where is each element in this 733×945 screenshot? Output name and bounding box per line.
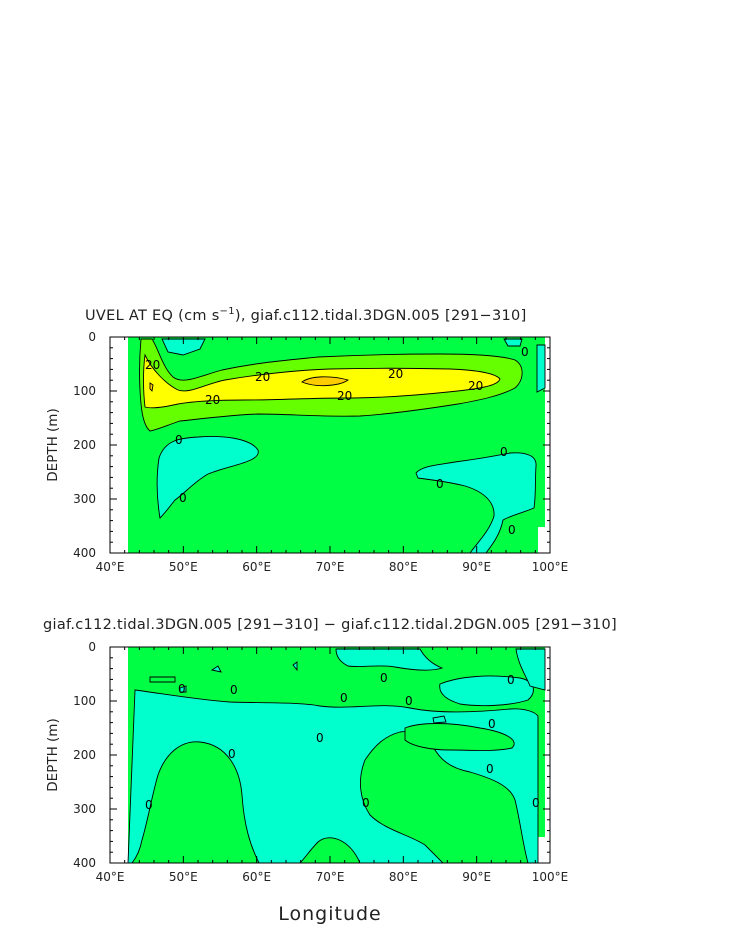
contour-label: 0 [436,477,444,491]
contour-label: 0 [405,694,413,708]
x-tick-label: 80°E [389,560,418,574]
x-tick-label: 100°E [532,560,569,574]
x-tick-label: 90°E [462,560,491,574]
panel-1: UVEL AT EQ (cm s−1), giaf.c112.tidal.3DG… [45,306,568,574]
panel-2: giaf.c112.tidal.3DGN.005 [291−310] − gia… [43,617,617,884]
panel-2-plot: 0 0 0 0 0 0 0 0 0 0 0 0 0 [127,647,550,863]
contour-label: 0 [145,798,153,812]
contour-label: 0 [362,796,370,810]
contour-label: 0 [228,747,236,761]
contour-label: 0 [175,433,183,447]
x-tick-label: 40°E [96,560,125,574]
x-tick-label: 90°E [462,870,491,884]
negative-region [432,715,447,724]
x-tick-label: 100°E [532,870,569,884]
negative-region [179,685,187,693]
x-axis-label: Longitude [278,903,382,925]
contour-label: 0 [178,682,186,696]
contour-label: 0 [500,445,508,459]
panel-1-title: UVEL AT EQ (cm s−1), giaf.c112.tidal.3DG… [85,306,527,324]
contour-label: 20 [468,379,483,393]
contour-label: 0 [316,731,324,745]
contour-label: 20 [337,389,352,403]
max-velocity-region [301,376,350,387]
panel-1-plot: 20 20 20 20 20 20 0 0 0 0 0 0 [128,337,550,553]
contour-label: 0 [508,523,516,537]
panel-2-axes: 40°E 50°E 60°E 70°E 80°E 90°E 100°E 0 100 200 300 4… [73,640,568,884]
y-tick-label: 300 [73,492,96,506]
x-tick-label: 60°E [242,560,271,574]
x-tick-label: 60°E [242,870,271,884]
negative-region [292,661,298,672]
y-tick-label: 400 [73,546,96,560]
negative-region [210,665,222,673]
land-mask [538,837,545,863]
contour-label: 0 [507,673,515,687]
negative-region [156,436,259,519]
x-tick-label: 80°E [389,870,418,884]
x-tick-label: 50°E [169,560,198,574]
y-tick-label: 200 [73,748,96,762]
contour-label: 20 [255,370,270,384]
y-tick-label: 200 [73,438,96,452]
contour-label: 0 [230,683,238,697]
positive-patch [149,676,176,683]
contour-label: 0 [340,691,348,705]
negative-region [536,344,546,393]
contour-label: 20 [388,367,403,381]
panel-2-title: giaf.c112.tidal.3DGN.005 [291−310] − gia… [43,617,617,633]
contour-label: 0 [380,671,388,685]
positive-patch [404,723,515,751]
contour-label: 0 [179,491,187,505]
y-tick-label: 0 [88,330,96,344]
contour-label: 0 [532,796,540,810]
x-tick-label: 70°E [316,560,345,574]
max-velocity-region [149,382,154,392]
x-tick-label: 70°E [316,870,345,884]
y-tick-label: 100 [73,694,96,708]
contour-labels: 20 20 20 20 20 20 0 0 0 0 0 0 [145,345,529,537]
y-tick-label: 300 [73,802,96,816]
contour-label: 0 [521,345,529,359]
panel-2-y-axis-label: DEPTH (m) [45,718,61,791]
contour-label: 0 [488,717,496,731]
panel-1-axes: 40°E 50°E 60°E 70°E 80°E 90°E 100°E01002003004… [73,330,568,574]
negative-region [415,452,537,553]
contour-label: 20 [145,358,160,372]
land-mask [538,527,545,553]
y-tick-label: 0 [88,640,96,654]
panel-1-y-axis-label: DEPTH (m) [45,408,61,481]
x-tick-label: 50°E [169,870,198,884]
negative-region [503,338,523,347]
contour-labels: 0 0 0 0 0 0 0 0 0 0 0 0 0 [145,671,540,812]
y-tick-label: 100 [73,384,96,398]
x-tick-label: 40°E [96,870,125,884]
negative-region [335,648,444,671]
negative-region [515,648,546,691]
negative-region [439,675,534,707]
contour-label: 0 [486,762,494,776]
y-tick-label: 400 [73,856,96,870]
contour-label: 20 [205,393,220,407]
